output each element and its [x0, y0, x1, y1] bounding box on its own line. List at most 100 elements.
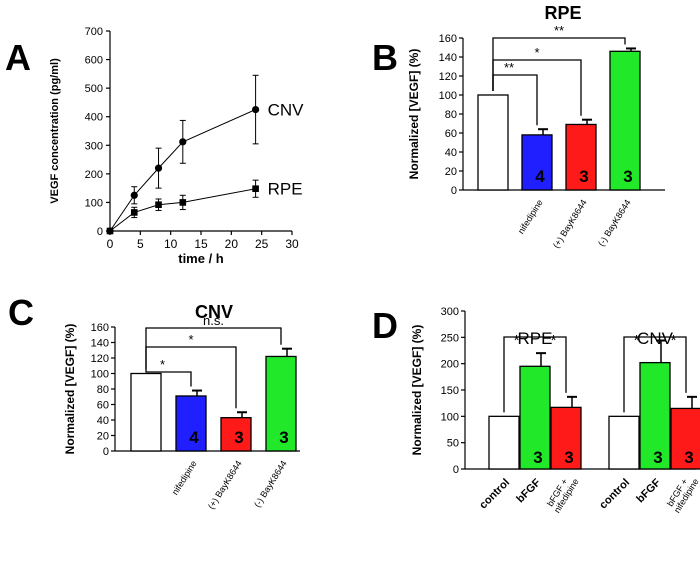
- a-y-tick-label: 0: [97, 226, 103, 238]
- significance-label: **: [504, 60, 514, 75]
- y-tick-label: 20: [445, 166, 457, 178]
- d-y-tick-label: 300: [441, 306, 459, 318]
- d-group-title-rpe: RPE: [518, 329, 553, 348]
- chart-title: CNV: [195, 302, 233, 322]
- y-tick-label: 160: [91, 322, 109, 334]
- significance-label: *: [160, 357, 165, 372]
- y-tick-label: 120: [91, 353, 109, 365]
- significance-bracket: [492, 37, 626, 91]
- y-tick-label: 40: [97, 415, 109, 427]
- significance-label: **: [554, 23, 564, 38]
- d-bar-n-label: 3: [653, 448, 662, 467]
- d-bar-n-label: 3: [533, 448, 542, 467]
- significance-bracket: [145, 327, 282, 370]
- d-y-tick-label: 100: [441, 411, 459, 423]
- panel-letter-c: C: [8, 292, 34, 333]
- panel-letter-a: A: [5, 37, 31, 78]
- a-x-tick-label: 5: [137, 237, 144, 251]
- panel-letter-d: D: [372, 305, 398, 346]
- a-data-point-rpe: [130, 209, 138, 216]
- bar--bayk8644: [609, 50, 641, 191]
- y-tick-label: 120: [439, 71, 457, 83]
- significance-label: n.s.: [203, 313, 224, 328]
- a-x-tick-label: 10: [164, 237, 178, 251]
- d-significance-label: *: [634, 332, 640, 349]
- bar--bayk8644: [220, 417, 252, 452]
- y-tick-label: 60: [445, 128, 457, 140]
- bar-n-label: 4: [189, 428, 199, 447]
- y-tick-label: 60: [97, 400, 109, 412]
- d-y-tick-label: 50: [447, 438, 459, 450]
- d-y-tick-label: 0: [453, 464, 459, 476]
- a-data-point-rpe: [106, 227, 114, 235]
- d-bar-n-label: 3: [684, 448, 693, 467]
- y-tick-label: 160: [439, 33, 457, 45]
- a-x-tick-label: 15: [194, 237, 208, 251]
- bar-n-label: 3: [579, 167, 588, 186]
- y-tick-label: 80: [445, 109, 457, 121]
- a-x-tick-label: 30: [285, 237, 299, 251]
- y-tick-label: 20: [97, 431, 109, 443]
- a-y-tick-label: 200: [85, 169, 103, 181]
- d-bar-cnv-1: [639, 361, 671, 470]
- a-x-tick-label: 20: [225, 237, 239, 251]
- y-axis-label: Normalized [VEGF] (%): [63, 324, 77, 455]
- bar-control: [477, 94, 509, 191]
- bar--bayk8644: [565, 123, 597, 191]
- bar-nifedipine: [521, 134, 553, 191]
- d-y-tick-label: 150: [441, 385, 459, 397]
- d-significance-bracket: [503, 336, 567, 413]
- a-y-tick-label: 600: [85, 55, 103, 67]
- a-y-tick-label: 100: [85, 197, 103, 209]
- bar-n-label: 3: [623, 167, 632, 186]
- bar--bayk8644: [265, 355, 297, 452]
- y-tick-label: 100: [91, 369, 109, 381]
- d-group-title-cnv: CNV: [637, 329, 674, 348]
- x-category-label: (-) BayK8644: [252, 459, 289, 509]
- d-x-category-label: bFGF: [514, 476, 543, 505]
- y-tick-label: 140: [91, 338, 109, 350]
- x-category-label: (-) BayK8644: [596, 198, 633, 248]
- d-significance-label: *: [551, 332, 557, 349]
- a-data-point-cnv: [252, 105, 260, 114]
- d-bar-n-label: 3: [564, 448, 573, 467]
- a-y-tick-label: 300: [85, 140, 103, 152]
- a-x-tick-label: 25: [255, 237, 269, 251]
- y-tick-label: 80: [97, 384, 109, 396]
- bar-n-label: 4: [535, 167, 545, 186]
- a-data-point-rpe: [252, 185, 259, 193]
- chart-title: RPE: [544, 3, 581, 23]
- d-y-tick-label: 200: [441, 359, 459, 371]
- x-category-label: (+) BayK8644: [206, 459, 244, 511]
- a-data-point-cnv: [130, 191, 138, 199]
- y-tick-label: 0: [451, 185, 457, 197]
- a-data-point-rpe: [179, 199, 187, 206]
- d-bar-rpe-1: [519, 365, 551, 470]
- x-category-label: nifedipine: [170, 459, 199, 497]
- significance-label: *: [534, 45, 539, 60]
- panel-c-bar-chart: 0 20 40 60 80 100 120 140 160 Normalized [VEGF] (…: [63, 302, 300, 511]
- d-y-tick-label: 250: [441, 332, 459, 344]
- d-x-category-label: control: [477, 477, 512, 512]
- panel-letter-b: B: [372, 37, 398, 78]
- panel-a-line-chart: 0 100 200 300 400 500 600 700 0 5 10 15 20 25 30 time /…: [49, 26, 304, 266]
- bar-n-label: 3: [234, 428, 243, 447]
- d-significance-label: *: [514, 332, 520, 349]
- d-x-category-label: bFGF: [634, 476, 663, 505]
- d-significance-label: *: [671, 332, 677, 349]
- a-y-tick-label: 400: [85, 112, 103, 124]
- bar-n-label: 3: [279, 428, 288, 447]
- a-y-tick-label: 500: [85, 83, 103, 95]
- a-data-point-cnv: [179, 138, 187, 146]
- a-data-point-rpe: [155, 201, 162, 209]
- bar-nifedipine: [175, 395, 207, 452]
- x-category-label: nifedipine: [516, 198, 545, 236]
- a-data-point-cnv: [154, 164, 163, 172]
- a-x-axis-label: time / h: [178, 251, 224, 266]
- d-bar-cnv-2: [670, 407, 700, 470]
- a-series-label-cnv: CNV: [268, 101, 305, 120]
- x-category-label: (+) BayK8644: [551, 198, 589, 250]
- y-tick-label: 140: [439, 52, 457, 64]
- d-significance-bracket: [623, 336, 687, 413]
